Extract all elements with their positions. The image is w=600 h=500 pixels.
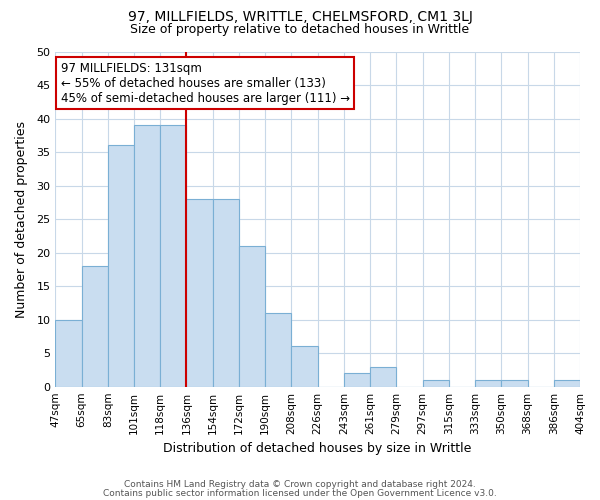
Text: 97, MILLFIELDS, WRITTLE, CHELMSFORD, CM1 3LJ: 97, MILLFIELDS, WRITTLE, CHELMSFORD, CM1… xyxy=(128,10,472,24)
Bar xyxy=(292,346,317,387)
Bar xyxy=(344,374,370,386)
Bar xyxy=(55,320,82,386)
Text: Size of property relative to detached houses in Writtle: Size of property relative to detached ho… xyxy=(130,22,470,36)
Bar xyxy=(239,246,265,386)
Bar xyxy=(475,380,501,386)
Bar xyxy=(187,199,213,386)
Bar xyxy=(501,380,527,386)
Bar xyxy=(370,366,397,386)
Bar xyxy=(265,313,292,386)
Bar xyxy=(108,146,134,386)
X-axis label: Distribution of detached houses by size in Writtle: Distribution of detached houses by size … xyxy=(163,442,472,455)
Bar xyxy=(213,199,239,386)
Bar xyxy=(554,380,580,386)
Text: Contains HM Land Registry data © Crown copyright and database right 2024.: Contains HM Land Registry data © Crown c… xyxy=(124,480,476,489)
Bar xyxy=(134,125,160,386)
Y-axis label: Number of detached properties: Number of detached properties xyxy=(15,120,28,318)
Text: 97 MILLFIELDS: 131sqm
← 55% of detached houses are smaller (133)
45% of semi-det: 97 MILLFIELDS: 131sqm ← 55% of detached … xyxy=(61,62,350,104)
Bar xyxy=(422,380,449,386)
Text: Contains public sector information licensed under the Open Government Licence v3: Contains public sector information licen… xyxy=(103,488,497,498)
Bar xyxy=(160,125,187,386)
Bar xyxy=(82,266,108,386)
